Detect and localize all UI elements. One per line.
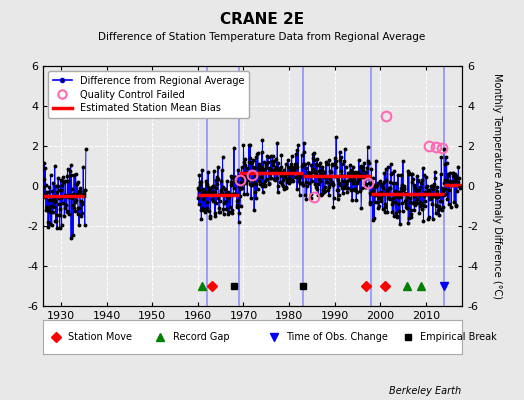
Text: Empirical Break: Empirical Break: [420, 332, 497, 342]
Legend: Difference from Regional Average, Quality Control Failed, Estimated Station Mean: Difference from Regional Average, Qualit…: [48, 71, 249, 118]
Text: Berkeley Earth: Berkeley Earth: [389, 386, 461, 396]
Text: Record Gap: Record Gap: [173, 332, 230, 342]
Y-axis label: Monthly Temperature Anomaly Difference (°C): Monthly Temperature Anomaly Difference (…: [492, 73, 502, 299]
Text: CRANE 2E: CRANE 2E: [220, 12, 304, 27]
Text: Time of Obs. Change: Time of Obs. Change: [286, 332, 388, 342]
Text: Difference of Station Temperature Data from Regional Average: Difference of Station Temperature Data f…: [99, 32, 425, 42]
Text: Station Move: Station Move: [68, 332, 132, 342]
